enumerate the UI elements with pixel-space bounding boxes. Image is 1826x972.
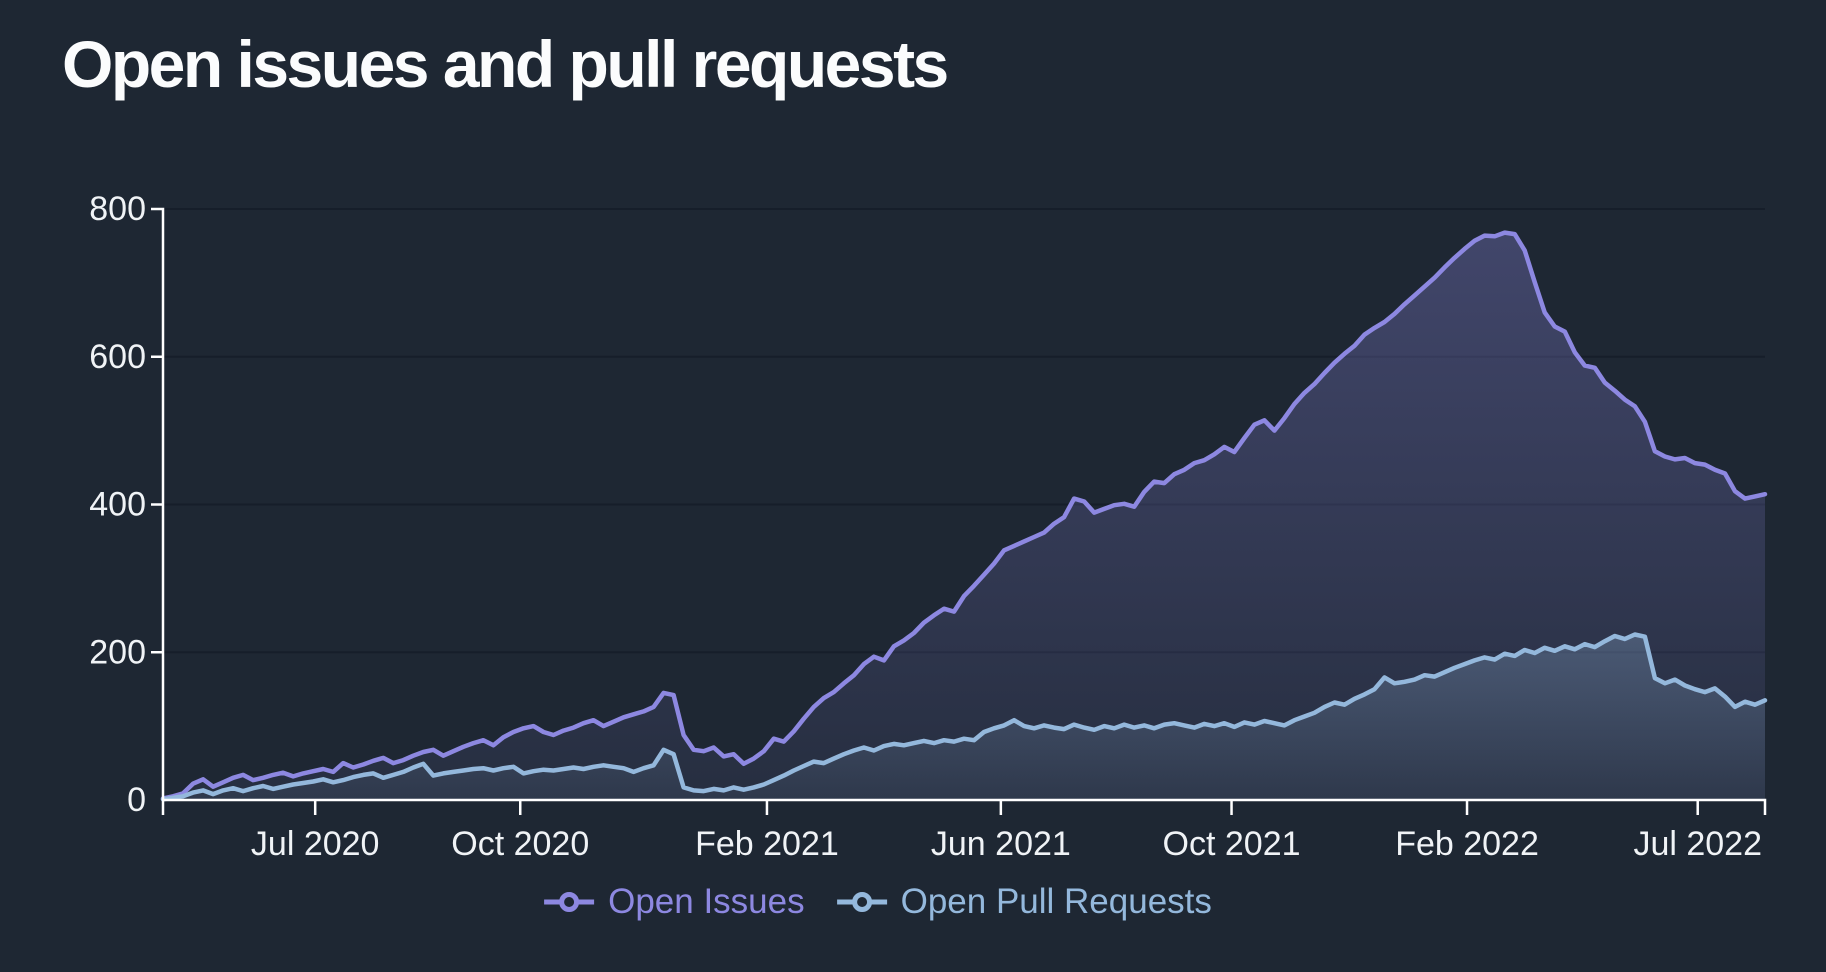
y-axis-label: 600 — [89, 338, 146, 376]
chart-legend: Open Issues Open Pull Requests — [542, 882, 1212, 922]
x-axis-label: Feb 2021 — [695, 825, 839, 863]
x-axis-label: Jul 2022 — [1633, 825, 1762, 863]
open-issues-area — [163, 232, 1765, 801]
legend-item-open-issues[interactable]: Open Issues — [542, 882, 805, 922]
open-issues-marker-icon — [544, 892, 595, 912]
y-axis-label: 400 — [89, 486, 146, 524]
x-axis-label: Oct 2021 — [1163, 825, 1301, 863]
open-pull-requests-line — [160, 632, 1768, 802]
open-pull-requests-area — [163, 634, 1765, 800]
series-layer — [160, 230, 1768, 802]
legend-label-open-issues: Open Issues — [608, 882, 805, 921]
chart-title: Open issues and pull requests — [62, 27, 949, 101]
x-axis-label: Oct 2020 — [451, 825, 589, 863]
x-axis-label: Jul 2020 — [251, 825, 380, 863]
x-axis-line — [161, 798, 1767, 815]
axis-layer: 0 200 400 600 800 Jul 2020 Oct 2020 Feb 2021 Jun… — [89, 190, 1767, 863]
y-axis-label: 200 — [89, 633, 146, 671]
legend-label-open-pull-requests: Open Pull Requests — [900, 882, 1212, 921]
x-axis-label: Feb 2022 — [1395, 825, 1539, 863]
open-issues-line — [160, 230, 1768, 801]
x-axis-label: Jun 2021 — [931, 825, 1071, 863]
y-axis-line — [151, 207, 165, 800]
y-axis-label: 0 — [127, 781, 146, 819]
legend-item-open-pull-requests[interactable]: Open Pull Requests — [835, 882, 1212, 922]
y-axis-label: 800 — [89, 190, 146, 228]
open-pull-requests-marker-icon — [836, 892, 887, 912]
